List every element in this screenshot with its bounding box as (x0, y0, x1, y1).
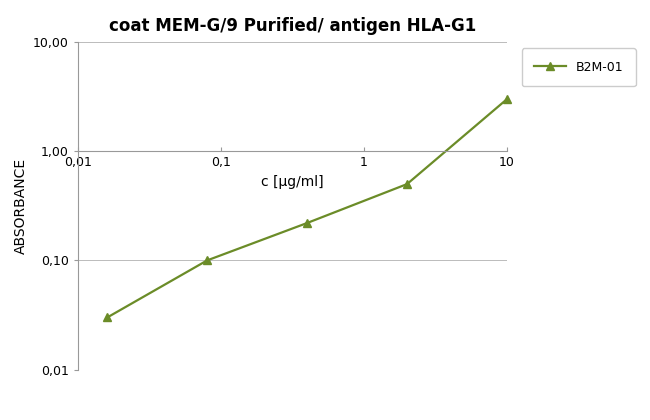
Legend: B2M-01: B2M-01 (522, 48, 636, 86)
B2M-01 (103, 315, 111, 320)
Line: B2M-01: B2M-01 (103, 95, 511, 322)
B2M-01 (303, 220, 311, 226)
B2M-01 (203, 258, 211, 263)
Title: coat MEM-G/9 Purified/ antigen HLA-G1: coat MEM-G/9 Purified/ antigen HLA-G1 (109, 17, 476, 35)
Y-axis label: ABSORBANCE: ABSORBANCE (14, 158, 27, 254)
X-axis label: c [μg/ml]: c [μg/ml] (261, 175, 324, 189)
B2M-01 (503, 97, 511, 102)
B2M-01 (403, 181, 411, 186)
